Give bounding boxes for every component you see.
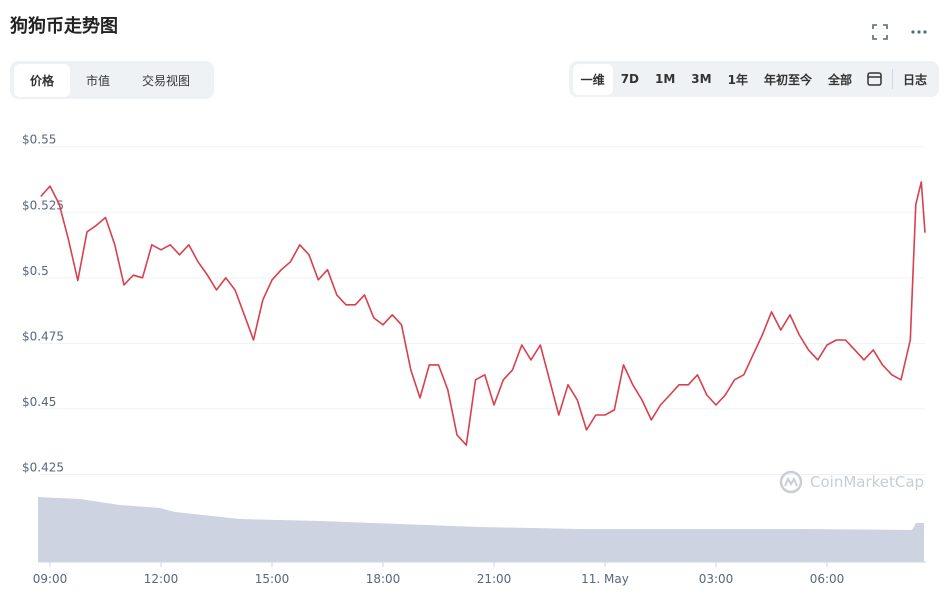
y-tick-label: $0.5	[22, 264, 49, 278]
range[interactable]: 日志	[902, 72, 927, 87]
range-bar: 一维 7D 1M 3M 1年 年初至今 全部 日志	[568, 61, 939, 97]
x-tick-label: 09:00	[33, 572, 68, 586]
watermark-logo	[779, 470, 803, 494]
price-line	[40, 181, 926, 446]
tab[interactable]: 价格	[14, 63, 71, 97]
more-dot[interactable]	[917, 30, 921, 34]
x-tick-label: 18:00	[366, 572, 401, 586]
range[interactable]: 1年	[727, 72, 748, 87]
watermark: CoinMarketCap	[810, 473, 924, 491]
more-dot[interactable]	[923, 30, 927, 34]
x-tick-label: 15:00	[255, 572, 290, 586]
y-tick-label: $0.55	[22, 133, 56, 147]
tabs: 价格 市值 交易视图	[10, 61, 214, 99]
range[interactable]: 年初至今	[763, 72, 812, 87]
separator	[891, 69, 893, 89]
y-tick-label: $0.45	[22, 395, 56, 409]
range[interactable]: 全部	[827, 72, 852, 87]
tab[interactable]: 市值	[86, 73, 111, 88]
range[interactable]: 7D	[620, 72, 639, 86]
y-tick-label: $0.525	[22, 198, 64, 212]
x-tick-label: 12:00	[144, 572, 179, 586]
y-tick-label: $0.425	[22, 460, 64, 474]
calendar-icon[interactable]	[860, 69, 890, 89]
volume-area	[38, 497, 924, 562]
title: 狗狗币走势图	[10, 16, 118, 37]
x-tick-label: 11. May	[581, 572, 629, 586]
more-dot[interactable]	[911, 30, 915, 34]
x-tick-label: 06:00	[810, 572, 845, 586]
range[interactable]: 3M	[691, 72, 712, 86]
x-tick-label: 21:00	[477, 572, 512, 586]
x-tick-label: 03:00	[699, 572, 734, 586]
range[interactable]: 1M	[655, 72, 676, 86]
y-tick-label: $0.475	[22, 329, 64, 343]
range[interactable]: 一维	[572, 63, 613, 95]
fullscreen-icon[interactable]	[872, 24, 888, 40]
icons	[872, 24, 927, 40]
tab[interactable]: 交易视图	[142, 73, 191, 88]
